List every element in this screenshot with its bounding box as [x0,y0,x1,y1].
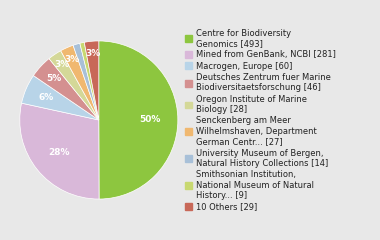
Legend: Centre for Biodiversity
Genomics [493], Mined from GenBank, NCBI [281], Macrogen: Centre for Biodiversity Genomics [493], … [185,29,336,211]
Text: 6%: 6% [39,93,54,102]
Wedge shape [49,51,99,120]
Text: 5%: 5% [46,74,61,83]
Text: 3%: 3% [64,55,79,64]
Text: 50%: 50% [139,115,161,124]
Text: 28%: 28% [48,148,70,157]
Wedge shape [22,76,99,120]
Wedge shape [33,59,99,120]
Wedge shape [73,43,99,120]
Wedge shape [80,42,99,120]
Text: 3%: 3% [85,49,100,58]
Text: 3%: 3% [54,60,70,69]
Wedge shape [61,45,99,120]
Wedge shape [99,41,178,199]
Wedge shape [20,103,99,199]
Wedge shape [84,41,99,120]
